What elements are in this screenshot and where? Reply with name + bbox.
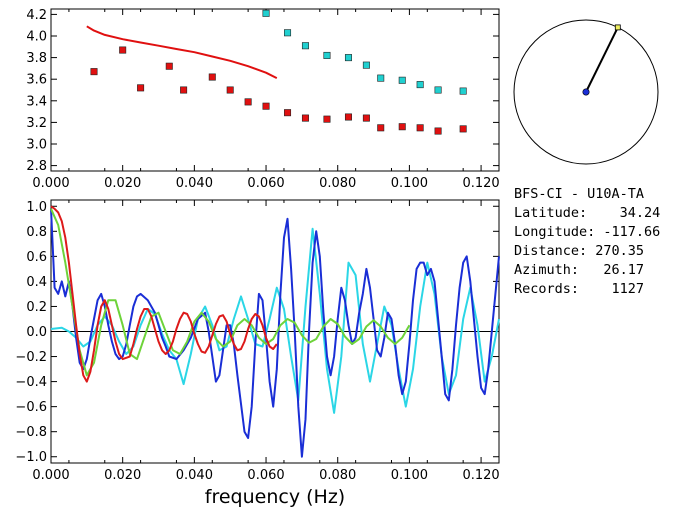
dispersion-marks	[86, 9, 467, 135]
dispersion-plot-frame	[50, 8, 500, 172]
dispersion-point	[377, 124, 385, 132]
dispersion-point	[416, 81, 424, 89]
dispersion-x-tick-label: 0.120	[462, 176, 499, 191]
correlation-ticks: 0.000 0.020 0.040 0.060 0.080 0.100 0.120 1.0 0.…	[15, 200, 499, 483]
dispersion-ticks: 0.000 0.020 0.040 0.060 0.080 0.100 0.120 2.8 3.…	[26, 8, 499, 191]
dispersion-point	[434, 86, 442, 94]
correlation-y-tick-label: −0.2	[15, 350, 47, 365]
station-origin-dot	[582, 88, 590, 96]
dispersion-y-tick-label: 3.8	[26, 51, 47, 66]
dispersion-point	[362, 61, 370, 69]
dispersion-point	[180, 86, 188, 94]
dispersion-point	[284, 29, 292, 37]
dispersion-x-tick-label: 0.080	[319, 176, 356, 191]
dispersion-point	[284, 109, 292, 117]
azimuth-tip-marker	[614, 24, 621, 31]
dispersion-point	[459, 125, 467, 133]
correlation-plot: 0.000 0.020 0.040 0.060 0.080 0.100 0.120 1.0 0.…	[15, 199, 500, 483]
dispersion-y-tick-label: 3.6	[26, 73, 47, 88]
compass-circle	[513, 19, 659, 165]
dispersion-y-tick-label: 3.2	[26, 116, 47, 131]
dispersion-point	[362, 114, 370, 122]
correlation-x-tick-label: 0.040	[176, 468, 213, 483]
correlation-y-tick-label: 0.2	[26, 300, 47, 315]
station-info: BFS-CI - U10A-TA Latitude: 34.24 Longitu…	[514, 186, 660, 297]
dispersion-point	[262, 9, 270, 17]
correlation-x-tick-label: 0.100	[391, 468, 428, 483]
correlation-y-tick-label: −0.6	[15, 400, 47, 415]
dispersion-point	[226, 86, 234, 94]
correlation-x-tick-label: 0.080	[319, 468, 356, 483]
correlation-y-tick-label: 0.8	[26, 225, 47, 240]
dispersion-point	[119, 46, 127, 54]
x-axis-label: frequency (Hz)	[205, 486, 345, 508]
dispersion-x-tick-label: 0.020	[104, 176, 141, 191]
records-label: Records: 1127	[514, 281, 644, 297]
dispersion-point	[165, 62, 173, 70]
dispersion-y-tick-label: 3.4	[26, 94, 47, 109]
latitude-label: Latitude: 34.24	[514, 205, 660, 221]
correlation-series-line	[50, 208, 500, 458]
dispersion-point	[416, 124, 424, 132]
dispersion-x-tick-label: 0.040	[176, 176, 213, 191]
dispersion-point	[244, 98, 252, 106]
dispersion-point	[323, 51, 331, 59]
azimuth-compass	[513, 19, 659, 165]
dispersion-plot: 0.000 0.020 0.040 0.060 0.080 0.100 0.120 2.8 3.…	[26, 8, 499, 191]
dispersion-point	[344, 54, 352, 62]
correlation-marks	[50, 205, 500, 458]
correlation-y-tick-label: −1.0	[15, 450, 47, 465]
dispersion-point	[377, 74, 385, 82]
dispersion-point	[434, 127, 442, 135]
dispersion-point	[208, 73, 216, 81]
dispersion-point	[137, 84, 145, 92]
dispersion-x-tick-label: 0.060	[247, 176, 284, 191]
distance-label: Distance: 270.35	[514, 243, 644, 259]
correlation-y-tick-label: 0.4	[26, 275, 47, 290]
dispersion-point	[323, 115, 331, 123]
dispersion-y-tick-label: 3.0	[26, 138, 47, 153]
correlation-y-tick-label: −0.8	[15, 425, 47, 440]
dispersion-point	[262, 102, 270, 110]
dispersion-point	[459, 87, 467, 95]
correlation-y-tick-label: 0.6	[26, 250, 47, 265]
dispersion-series-line	[86, 25, 278, 79]
dispersion-y-tick-label: 4.0	[26, 30, 47, 45]
correlation-series-line	[50, 205, 278, 383]
dispersion-x-tick-label: 0.100	[391, 176, 428, 191]
azimuth-needle	[585, 26, 619, 93]
dispersion-point	[301, 114, 309, 122]
correlation-x-tick-label: 0.060	[247, 468, 284, 483]
correlation-y-tick-label: −0.4	[15, 375, 47, 390]
dispersion-y-tick-label: 2.8	[26, 159, 47, 174]
dispersion-point	[398, 123, 406, 131]
azimuth-label: Azimuth: 26.17	[514, 262, 644, 278]
longitude-label: Longitude: -117.66	[514, 224, 660, 240]
correlation-y-tick-label: 0.0	[26, 325, 47, 340]
dispersion-point	[398, 76, 406, 84]
dispersion-point	[301, 42, 309, 50]
correlation-y-tick-label: 1.0	[26, 200, 47, 215]
correlation-series-line	[50, 208, 411, 377]
correlation-x-tick-label: 0.000	[32, 468, 69, 483]
correlation-x-tick-label: 0.020	[104, 468, 141, 483]
dispersion-x-tick-label: 0.000	[32, 176, 69, 191]
station-pair-label: BFS-CI - U10A-TA	[514, 186, 644, 202]
dispersion-y-tick-label: 4.2	[26, 8, 47, 23]
correlation-x-tick-label: 0.120	[462, 468, 499, 483]
dispersion-point	[344, 113, 352, 121]
dispersion-point	[90, 68, 98, 76]
